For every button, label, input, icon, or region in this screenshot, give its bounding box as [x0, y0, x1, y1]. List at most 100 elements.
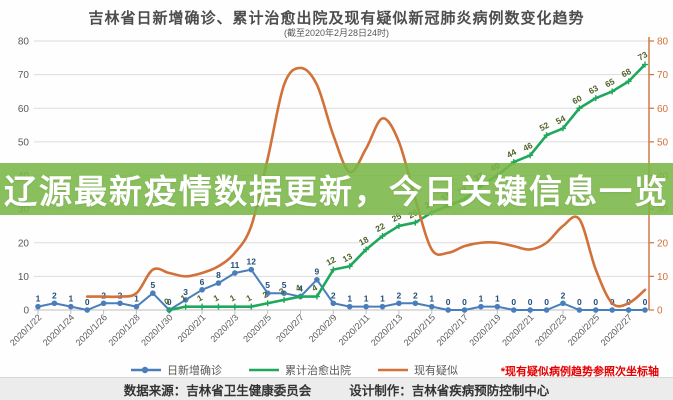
cured-data-point — [412, 219, 419, 226]
cured-data-point — [215, 303, 222, 310]
legend-label: 日新增确诊 — [167, 365, 222, 377]
x-axis-tick-label: 2020/1/26 — [74, 312, 109, 347]
right-axis-tick-label: 50 — [657, 137, 669, 148]
new-confirmed-data-point — [117, 300, 123, 307]
new-confirmed-data-label: 2 — [561, 290, 566, 300]
page-subtitle: (截至2020年2月28日24时) — [283, 28, 390, 38]
x-axis-tick-label: 2020/2/11 — [337, 312, 372, 347]
cured-data-label: 1 — [195, 292, 204, 303]
cured-data-point — [330, 266, 337, 273]
x-axis-tick-label: 2020/2/27 — [599, 312, 634, 347]
secondary-axis-note: *现有疑似病例趋势参照次坐标轴 — [500, 366, 659, 378]
new-confirmed-data-label: 4 — [298, 284, 303, 294]
new-confirmed-data-point — [232, 270, 238, 276]
cured-data-point — [363, 246, 370, 253]
design-credit-label: 设计制作：吉林省疾病预防控制中心 — [349, 383, 550, 398]
data-source-label: 数据来源：吉林省卫生健康委员会 — [123, 383, 312, 398]
new-confirmed-data-label: 1 — [134, 294, 139, 304]
cured-data-point — [609, 88, 616, 95]
new-confirmed-data-label: 5 — [282, 280, 287, 290]
new-confirmed-data-label: 3 — [183, 287, 188, 297]
x-axis-tick-label: 2020/2/23 — [533, 312, 568, 347]
cured-data-point — [231, 303, 238, 310]
cured-data-label: 2 — [261, 289, 270, 300]
new-confirmed-data-point — [428, 303, 435, 310]
new-confirmed-data-label: 2 — [397, 290, 402, 300]
new-confirmed-data-label: 1 — [36, 294, 41, 304]
x-axis-tick-label: 2020/2/13 — [369, 312, 404, 347]
new-confirmed-series-line — [37, 268, 645, 311]
cured-data-point — [527, 152, 534, 159]
new-confirmed-data-point — [396, 300, 402, 307]
new-confirmed-data-label: 2 — [413, 290, 418, 300]
new-confirmed-data-point — [560, 300, 566, 307]
new-confirmed-data-point — [461, 307, 468, 313]
right-axis-tick-label: 20 — [657, 238, 669, 249]
new-confirmed-data-label: 1 — [347, 294, 352, 304]
right-axis-tick-label: 10 — [657, 272, 669, 283]
right-axis-tick-label: 60 — [657, 104, 669, 115]
cured-data-label: 44 — [505, 147, 518, 160]
cured-data-label: 54 — [554, 113, 567, 126]
legend-label: 累计治愈出院 — [285, 365, 351, 377]
cured-data-label: 65 — [603, 76, 616, 89]
new-confirmed-data-label: 5 — [150, 280, 155, 290]
new-confirmed-data-label: 0 — [85, 297, 90, 307]
headline-banner: 辽源最新疫情数据更新，今日关键信息一览 — [0, 163, 673, 215]
x-axis-tick-label: 2020/2/7 — [274, 312, 306, 344]
x-axis-tick-label: 2020/2/17 — [435, 312, 470, 347]
new-confirmed-data-point — [281, 290, 287, 296]
new-confirmed-data-label: 12 — [247, 257, 257, 267]
new-confirmed-data-label: 1 — [479, 294, 484, 304]
new-confirmed-data-point — [215, 280, 222, 286]
cured-data-point — [576, 105, 583, 112]
new-confirmed-data-label: 11 — [230, 260, 239, 270]
cured-data-point — [592, 95, 599, 102]
cured-data-label: 63 — [587, 83, 600, 96]
new-confirmed-data-point — [35, 303, 41, 310]
new-confirmed-data-label: 0 — [593, 297, 598, 307]
cured-data-point — [346, 263, 353, 270]
new-confirmed-data-label: 0 — [544, 297, 549, 307]
new-confirmed-data-point — [330, 300, 337, 307]
cured-data-point — [543, 132, 550, 139]
right-axis-tick-label: 0 — [657, 306, 663, 317]
new-confirmed-data-label: 0 — [167, 297, 172, 307]
x-axis-tick-label: 2020/1/24 — [41, 312, 76, 347]
cured-data-point — [642, 61, 648, 68]
new-confirmed-data-label: 2 — [331, 290, 336, 300]
new-confirmed-data-point — [445, 307, 451, 313]
cured-data-label: 18 — [357, 234, 370, 247]
cured-data-label: 1 — [244, 292, 253, 303]
suspected-series-line — [85, 66, 647, 308]
cured-data-point — [395, 222, 402, 229]
cured-data-label: 1 — [228, 292, 237, 303]
new-confirmed-data-point — [609, 307, 615, 313]
new-confirmed-data-point — [182, 297, 189, 303]
x-axis-tick-label: 2020/2/21 — [500, 312, 535, 347]
new-confirmed-data-label: 6 — [200, 277, 205, 287]
cured-data-point — [182, 303, 189, 310]
right-axis-tick-label: 80 — [657, 37, 669, 48]
cured-data-label: 1 — [179, 292, 188, 303]
cured-data-label: 73 — [636, 49, 649, 62]
cured-data-label: 3 — [277, 286, 286, 297]
left-axis-tick-label: 20 — [18, 238, 30, 249]
legend-swatch-icon — [378, 368, 408, 372]
cured-data-point — [313, 293, 320, 300]
cured-data-point — [281, 296, 288, 303]
new-confirmed-data-label: 0 — [446, 297, 451, 307]
new-confirmed-data-point — [264, 290, 271, 296]
new-confirmed-data-label: 9 — [315, 267, 320, 277]
new-confirmed-data-point — [576, 307, 583, 313]
legend-item: 累计治愈出院 — [248, 362, 351, 378]
headline-banner-text: 辽源最新疫情数据更新，今日关键信息一览 — [4, 173, 669, 210]
new-confirmed-data-label: 1 — [495, 294, 500, 304]
legend-swatch-icon — [249, 368, 279, 372]
new-confirmed-data-label: 8 — [216, 270, 221, 280]
cured-data-label: 46 — [521, 140, 534, 153]
new-confirmed-data-point — [379, 303, 386, 310]
x-axis-tick-label: 2020/2/15 — [402, 312, 437, 347]
new-confirmed-data-point — [346, 303, 353, 310]
cured-data-label: 0 — [162, 296, 171, 307]
